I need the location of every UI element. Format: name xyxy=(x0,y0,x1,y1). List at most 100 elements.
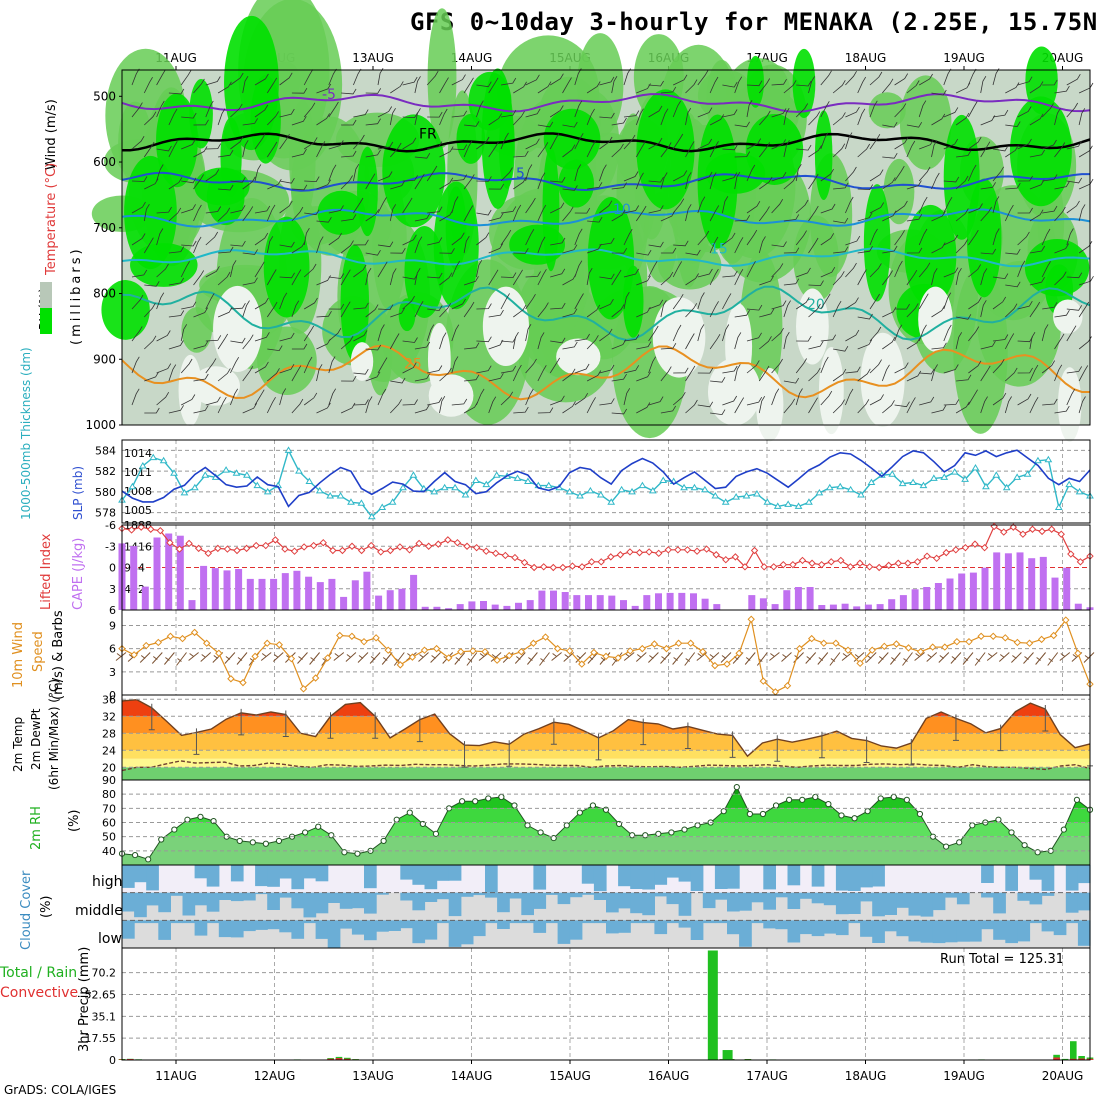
label-rh2m-unit: (%) xyxy=(67,810,82,833)
wind-barb xyxy=(795,103,809,118)
cloud-bar xyxy=(1065,865,1079,891)
wind-barb xyxy=(894,362,909,374)
wind-barb xyxy=(303,263,317,278)
wind-barb xyxy=(144,111,157,126)
wind-barb xyxy=(918,166,931,182)
wind-barb xyxy=(353,239,369,246)
wind-barb xyxy=(660,271,674,286)
rh-high-area xyxy=(101,280,150,340)
cloud-bar xyxy=(606,892,619,913)
li-point xyxy=(894,559,903,567)
li-point xyxy=(942,548,950,557)
wind-barb xyxy=(402,175,418,182)
wind-barb xyxy=(193,236,202,254)
precip-rain-bar xyxy=(1061,1058,1069,1060)
wind-barb xyxy=(353,134,365,150)
wind10-point xyxy=(989,632,997,640)
li-point xyxy=(520,558,529,567)
wind-barb xyxy=(586,108,595,126)
wind-barb xyxy=(205,358,217,374)
wind-barb xyxy=(254,389,265,406)
wind-barb xyxy=(205,76,221,86)
thickness-point xyxy=(607,498,616,505)
temp-ytick: 24 xyxy=(102,744,116,757)
wind-barb xyxy=(599,112,615,119)
li-point xyxy=(501,551,510,560)
wind10-point xyxy=(1013,638,1022,647)
slp-ytick: 1014 xyxy=(124,447,152,460)
wind-barb xyxy=(1017,175,1033,182)
thickness-point xyxy=(378,503,387,510)
li-point xyxy=(837,556,845,565)
wind-barb xyxy=(451,298,466,310)
wind-barb xyxy=(586,304,601,318)
cape-bar xyxy=(643,595,651,610)
wind-barb xyxy=(549,133,560,150)
wind-barb xyxy=(709,301,719,318)
wind-barb xyxy=(648,325,659,342)
wind-barb xyxy=(513,111,525,126)
wind-barb xyxy=(673,367,689,374)
wind-barb xyxy=(180,69,192,86)
li-point xyxy=(712,551,720,559)
wind-barb xyxy=(537,142,549,158)
wind-barb xyxy=(537,332,545,350)
wind-barb xyxy=(931,172,940,190)
cape-bar xyxy=(888,599,896,610)
wind-ytick: 6 xyxy=(109,643,116,656)
cloud-bar xyxy=(920,920,934,943)
wind-barb xyxy=(427,365,443,374)
label-thickness: 1000-500mb Thickness (dm) xyxy=(19,347,33,520)
cloud-bar xyxy=(581,892,595,895)
wind-barb xyxy=(796,80,812,87)
wind-barb xyxy=(365,304,379,318)
cloud-bar xyxy=(267,865,280,887)
wind-barb xyxy=(242,176,256,190)
cape-bar xyxy=(1004,553,1012,610)
wind-barb xyxy=(476,176,492,182)
wind-barb xyxy=(1017,260,1026,278)
rh-point xyxy=(956,839,963,846)
wind-barb xyxy=(402,76,418,86)
temperature-contour-label: 25 xyxy=(404,356,422,372)
wind-barb xyxy=(340,240,354,254)
wind-barb xyxy=(574,293,584,310)
wind-barb xyxy=(648,205,664,214)
cloud-bar xyxy=(787,865,801,886)
wind-barb xyxy=(242,206,254,222)
rh-high-area xyxy=(194,167,250,206)
li-point xyxy=(635,548,644,557)
li-point xyxy=(683,546,692,554)
li-point xyxy=(971,540,979,548)
thickness-point xyxy=(700,485,709,493)
cape-bar xyxy=(958,573,966,610)
wind-barb xyxy=(611,269,622,286)
li-point xyxy=(1009,523,1018,531)
wind-barb xyxy=(365,149,381,158)
cloud-bar xyxy=(315,865,329,882)
wind-barb xyxy=(832,80,846,94)
slp-ytick: 1005 xyxy=(124,504,152,517)
cloud-bar xyxy=(581,920,595,924)
wind-barb xyxy=(242,300,250,318)
cloud-bar xyxy=(448,865,462,881)
rh-point xyxy=(812,793,819,801)
wind-barb xyxy=(1054,243,1070,254)
wind10-point xyxy=(142,641,150,650)
wind-barb xyxy=(291,148,307,158)
wind-barb xyxy=(353,330,368,342)
rh-point xyxy=(485,795,492,802)
cloud-bar xyxy=(727,920,740,935)
wind-barb xyxy=(783,398,796,414)
rh-point xyxy=(903,796,910,803)
wind-barb xyxy=(267,345,283,352)
wind10-point xyxy=(287,654,296,663)
wind-barb xyxy=(587,216,603,223)
cloud-bar xyxy=(1041,892,1055,896)
cloud-bar xyxy=(424,865,438,890)
thickness-ytick: 578 xyxy=(95,507,116,520)
cloud-bar xyxy=(618,920,631,933)
thickness-point xyxy=(461,491,470,498)
thickness-point xyxy=(794,502,803,509)
thickness-point xyxy=(544,481,553,489)
